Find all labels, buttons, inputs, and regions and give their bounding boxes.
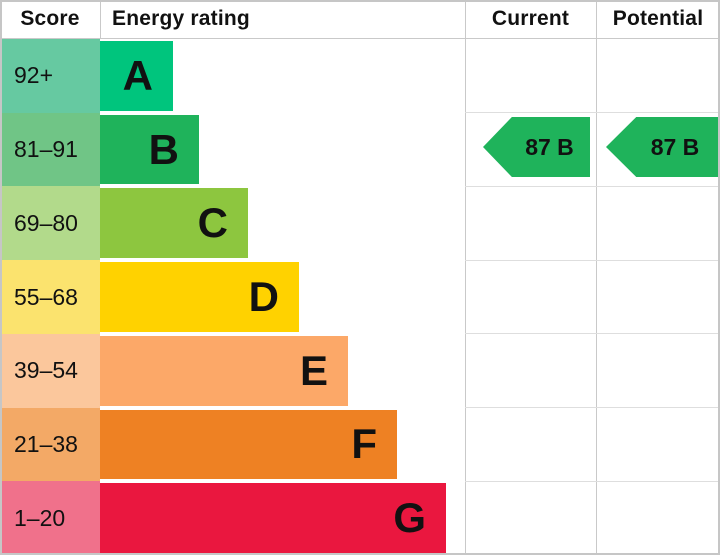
potential-rating-label: 87 B — [650, 133, 700, 160]
score-range-d: 55–68 — [0, 260, 100, 334]
score-range-b: 81–91 — [0, 112, 100, 187]
band-row-d: 55–68 D — [0, 260, 465, 334]
score-range-c: 69–80 — [0, 186, 100, 261]
band-letter-c: C — [197, 199, 228, 247]
band-letter-f: F — [351, 420, 377, 468]
score-range-e: 39–54 — [0, 333, 100, 408]
potential-rating-arrow: 87 B — [606, 117, 718, 177]
rating-bar-g: G — [100, 483, 446, 554]
rating-bar-d: D — [100, 262, 299, 332]
band-row-f: 21–38 F — [0, 407, 465, 482]
row-separator-line — [465, 112, 720, 113]
score-range-g: 1–20 — [0, 481, 100, 555]
current-rating-arrow: 87 B — [483, 117, 590, 177]
band-rows: 92+ A 81–91 B 69–80 C 55–68 D 39–54 E 21… — [0, 39, 465, 555]
row-separator-line — [465, 407, 720, 408]
band-letter-g: G — [393, 494, 426, 542]
header-potential-label: Potential — [612, 7, 704, 30]
header-current-label: Current — [491, 7, 570, 30]
band-row-e: 39–54 E — [0, 333, 465, 408]
header-energy-rating-label: Energy rating — [112, 7, 250, 30]
band-letter-b: B — [148, 125, 179, 173]
score-range-a: 92+ — [0, 39, 100, 113]
band-letter-d: D — [248, 273, 279, 321]
rating-bar-e: E — [100, 335, 348, 406]
potential-column-divider-line — [596, 0, 597, 555]
band-row-g: 1–20 G — [0, 481, 465, 555]
band-letter-a: A — [122, 51, 153, 99]
current-rating-label: 87 B — [525, 133, 574, 160]
rating-bar-a: A — [100, 41, 173, 111]
header-divider-line — [0, 38, 720, 39]
score-range-f: 21–38 — [0, 407, 100, 482]
row-separator-line — [465, 333, 720, 334]
current-column-divider-line — [465, 0, 466, 555]
band-row-a: 92+ A — [0, 39, 465, 113]
score-column-divider-line — [100, 0, 101, 38]
header-score-label: Score — [20, 7, 80, 30]
band-row-b: 81–91 B — [0, 112, 465, 187]
row-separator-line — [465, 186, 720, 187]
band-row-c: 69–80 C — [0, 186, 465, 261]
band-letter-e: E — [299, 346, 328, 394]
row-separator-line — [465, 260, 720, 261]
rating-bar-c: C — [100, 188, 248, 259]
rating-bar-b: B — [100, 114, 199, 185]
rating-bar-f: F — [100, 409, 397, 480]
row-separator-line — [465, 481, 720, 482]
